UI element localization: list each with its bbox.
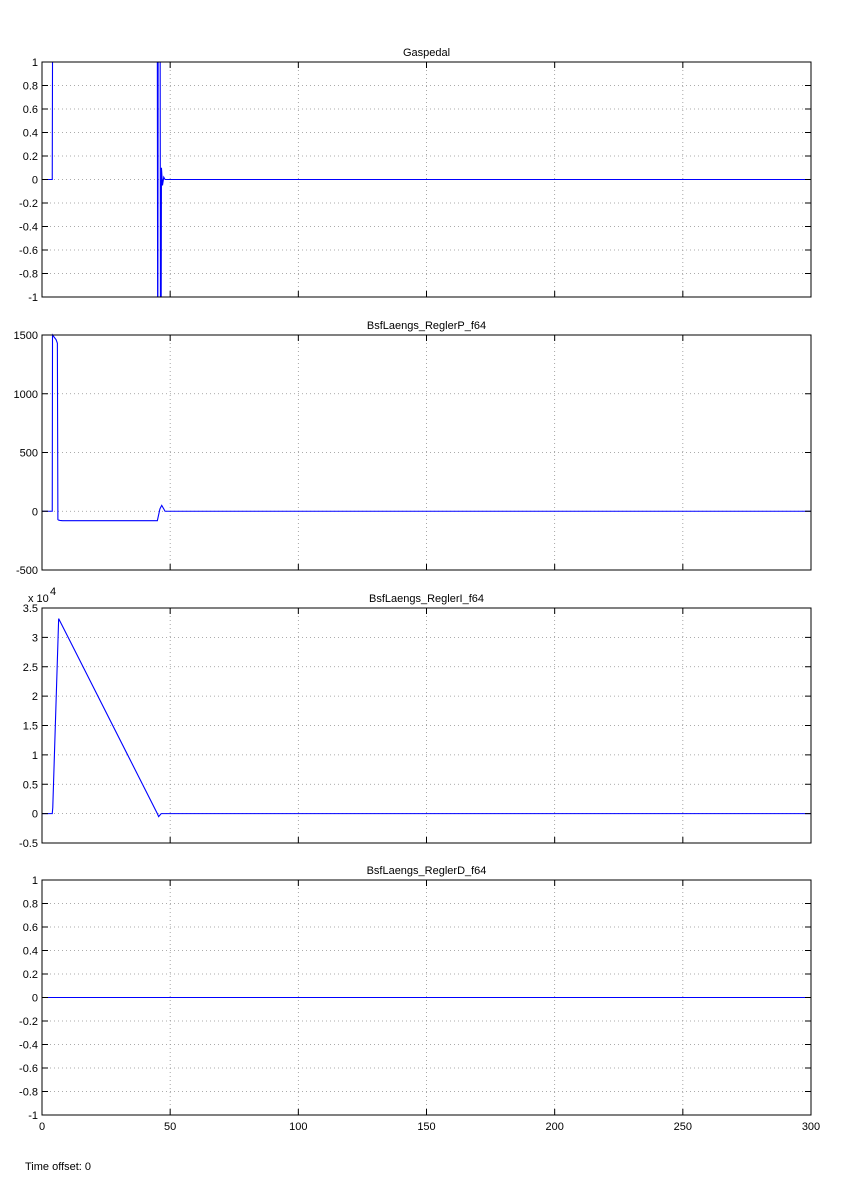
y-tick-label: 1500 xyxy=(14,330,38,342)
y-tick-label: -0.5 xyxy=(19,838,38,850)
time-offset-value: 0 xyxy=(84,1161,92,1173)
y-tick-label: -0.4 xyxy=(19,1040,38,1052)
y-tick-label: -0.8 xyxy=(19,269,38,281)
y-tick-label: 0.2 xyxy=(23,151,38,163)
y-tick-label: 1 xyxy=(32,875,38,887)
y-tick-label: 2 xyxy=(32,691,38,703)
y-tick-label: 2.5 xyxy=(23,662,38,674)
y-tick-label: 1.5 xyxy=(23,721,38,733)
subplot-2: -500 0 500 1000 1500 BsfLaengs_ReglerP_f64 xyxy=(14,320,812,577)
series-line xyxy=(42,618,811,818)
y-tick-label: 0 xyxy=(32,809,38,821)
y-tick-label: 0.6 xyxy=(23,104,38,116)
y-tick-label: 0.2 xyxy=(23,969,38,981)
subplot-title: Gaspedal xyxy=(403,47,450,59)
y-tick-label: 500 xyxy=(20,448,38,460)
y-tick-label: 3 xyxy=(32,632,38,644)
subplot-1: -1 -0.8 -0.6 -0.4 -0.2 0 0.2 0.4 0.6 0.8 1 Gaspedal xyxy=(19,47,812,304)
x-tick-label: 150 xyxy=(417,1121,435,1133)
y-tick-label: 0 xyxy=(32,175,38,187)
y-tick-label: -0.2 xyxy=(19,198,38,210)
time-offset-footer: Time offset: 0 xyxy=(25,1161,91,1173)
y-tick-label: 0 xyxy=(32,506,38,518)
x-tick-label: 200 xyxy=(545,1121,563,1133)
subplot-4: 0 50 100 150 200 250 300 -1 -0.8 -0.6 -0.4 -0.2 0 0.2… xyxy=(19,865,820,1133)
y-tick-label: 1000 xyxy=(14,389,38,401)
y-tick-label: 3.5 xyxy=(23,603,38,615)
y-tick-label: -0.2 xyxy=(19,1016,38,1028)
x-tick-label: 100 xyxy=(289,1121,307,1133)
y-tick-label: 0.5 xyxy=(23,779,38,791)
y-tick-label: 1 xyxy=(32,750,38,762)
y-tick-label: 0 xyxy=(32,993,38,1005)
x-tick-label: 0 xyxy=(39,1121,45,1133)
y-tick-label: 0.4 xyxy=(23,128,38,140)
y-tick-label: 0.6 xyxy=(23,922,38,934)
subplot-3: -0.5 0 0.5 1 1.5 2 2.5 3 3.5 BsfLaengs_ReglerI_f6… xyxy=(19,586,812,850)
y-tick-label: -1 xyxy=(28,1110,38,1122)
y-tick-label: -0.6 xyxy=(19,245,38,257)
y-tick-label: -0.4 xyxy=(19,222,38,234)
y-tick-label: 0.8 xyxy=(23,81,38,93)
subplot-title: BsfLaengs_ReglerI_f64 xyxy=(369,593,484,605)
y-tick-label: -1 xyxy=(28,292,38,304)
x-tick-label: 50 xyxy=(164,1121,176,1133)
y-tick-label: 0.8 xyxy=(23,899,38,911)
subplot-title: BsfLaengs_ReglerP_f64 xyxy=(367,320,486,332)
y-exponent-label: x 10 xyxy=(28,593,49,605)
series-line xyxy=(42,333,811,522)
y-tick-label: 0.4 xyxy=(23,946,38,958)
y-tick-label: -500 xyxy=(16,565,38,577)
y-tick-label: 1 xyxy=(32,57,38,69)
y-tick-label: -0.6 xyxy=(19,1063,38,1075)
y-tick-label: -0.8 xyxy=(19,1087,38,1099)
time-offset-label: Time offset: xyxy=(25,1161,82,1173)
x-tick-label: 300 xyxy=(802,1121,820,1133)
x-tick-label: 250 xyxy=(674,1121,692,1133)
y-exponent-power: 4 xyxy=(50,586,56,598)
subplot-title: BsfLaengs_ReglerD_f64 xyxy=(367,865,487,877)
